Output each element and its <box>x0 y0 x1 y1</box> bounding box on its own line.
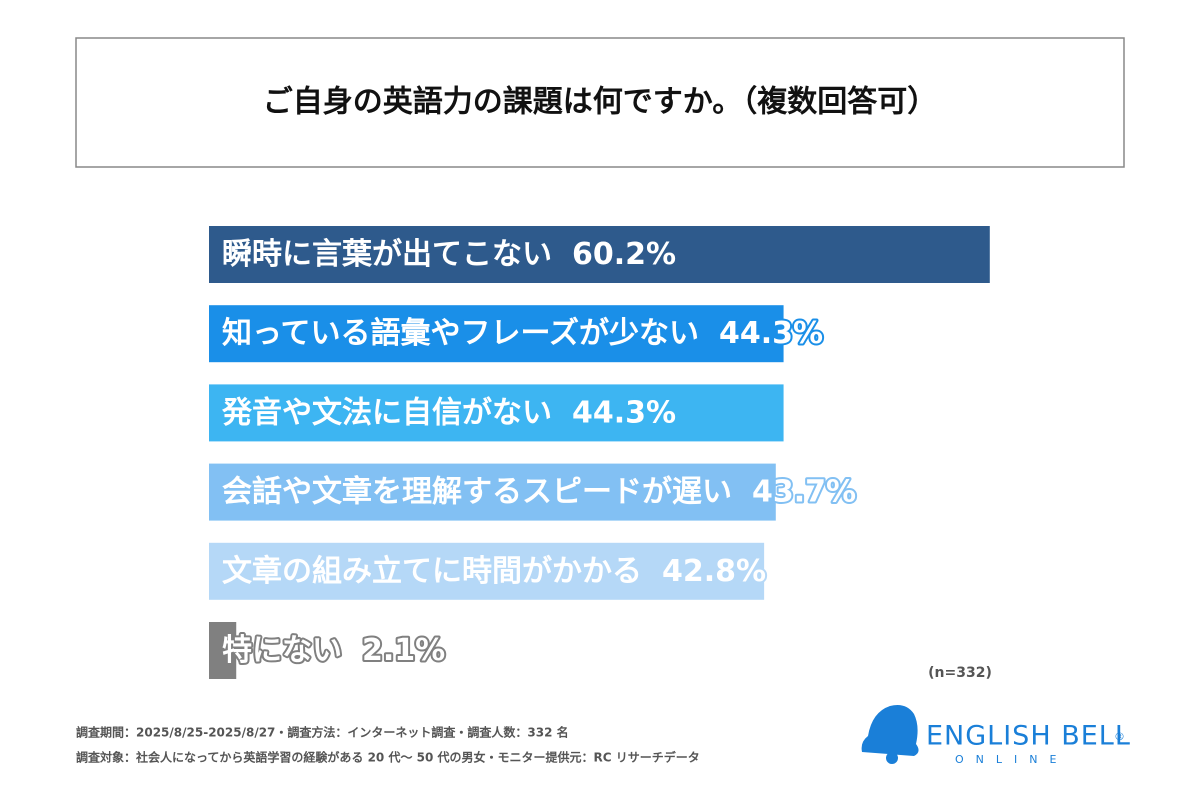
bar <box>209 226 990 283</box>
value-label: 60.2% <box>572 237 676 272</box>
category-label: 知っている語彙やフレーズが少ない <box>222 316 699 351</box>
bar <box>209 384 784 442</box>
title-box <box>75 37 1125 168</box>
category-label: 発音や文法に自信がない <box>221 395 552 430</box>
chart-title: ご自身の英語力の課題は何ですか。（複数回答可） <box>263 85 937 120</box>
value-label: 42.8% <box>662 554 766 589</box>
value-label: 2.1% <box>362 633 445 668</box>
logo-name: ENGLISH BELL <box>926 721 1131 752</box>
bar <box>209 622 237 679</box>
bar <box>209 542 765 600</box>
sample-size: (n=332) <box>928 665 992 681</box>
logo-bell-clapper <box>886 752 898 764</box>
footer-line: 調査期間：2025/8/25-2025/8/27・調査方法：インターネット調査・… <box>76 725 569 740</box>
value-label: 44.3% <box>719 316 823 351</box>
category-label: 特にない <box>222 633 342 668</box>
category-label: 会話や文章を理解するスピードが遅い <box>222 475 732 510</box>
value-label: 44.3% <box>572 395 676 430</box>
bar <box>209 463 776 521</box>
logo-sub: ONLINE <box>955 753 1068 766</box>
footer-line: 調査対象：社会人になってから英語学習の経験がある 20 代〜 50 代の男女・モ… <box>76 750 700 765</box>
logo-mark: ® <box>1114 730 1125 743</box>
value-label: 43.7% <box>752 475 856 510</box>
logo: ENGLISH BELL ® ONLINE <box>861 705 1131 766</box>
bar <box>209 305 784 363</box>
category-label: 瞬時に言葉が出てこない <box>222 237 552 272</box>
category-label: 文章の組み立てに時間がかかる <box>222 554 642 589</box>
logo-bell <box>861 705 919 756</box>
